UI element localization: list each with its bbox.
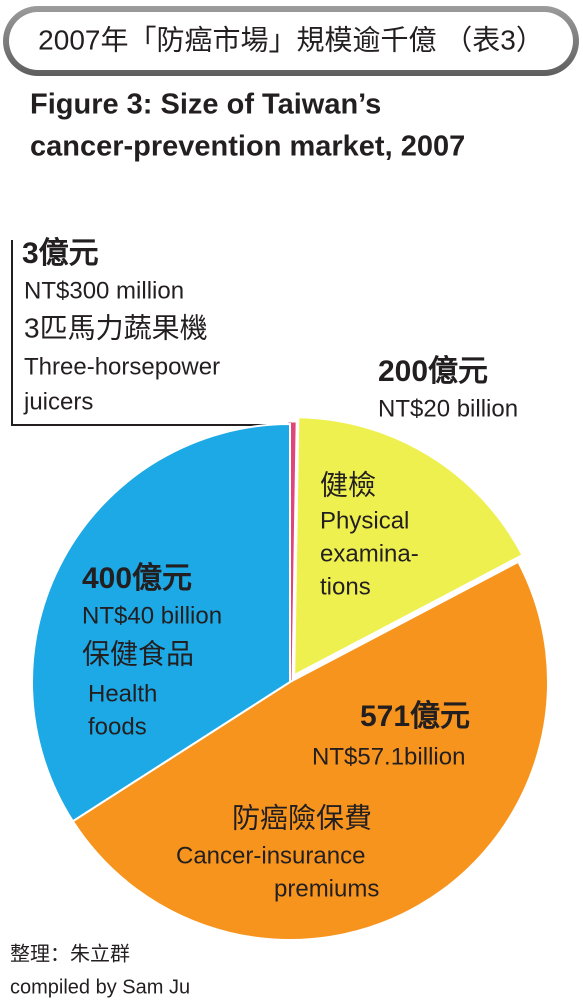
value-label: 3億元 bbox=[22, 237, 99, 270]
category-label: 健檢 bbox=[320, 469, 376, 500]
value-label: 400億元 bbox=[82, 562, 192, 595]
category-label-en: foods bbox=[88, 713, 147, 740]
labels: 3億元 NT$300 million 3匹馬力蔬果機 Three-horsepower… bbox=[22, 237, 518, 902]
category-label-en: Cancer-insurance bbox=[176, 842, 365, 869]
category-label: 3匹馬力蔬果機 bbox=[24, 312, 208, 343]
category-label-en: Health bbox=[88, 680, 157, 707]
category-label-en: examina- bbox=[320, 540, 419, 567]
value-label-en: NT$300 million bbox=[24, 277, 184, 304]
chart-title: Figure 3: Size of Taiwan’s bbox=[30, 89, 381, 121]
credit: compiled by Sam Ju bbox=[10, 976, 190, 998]
header: 2007年「防癌市場」規模逾千億 （表3） bbox=[38, 24, 544, 55]
value-label: 200億元 bbox=[378, 355, 488, 388]
category-label-en: Three-horsepower bbox=[24, 353, 220, 380]
value-label-en: NT$40 billion bbox=[82, 602, 222, 629]
value-label: 571億元 bbox=[360, 700, 470, 733]
header-inner bbox=[9, 12, 573, 70]
category-label-en: Physical bbox=[320, 507, 409, 534]
category-label: 保健食品 bbox=[82, 638, 194, 669]
pie-slice bbox=[31, 422, 291, 823]
chart-title: cancer-prevention market, 2007 bbox=[30, 131, 465, 163]
pie-slice bbox=[293, 416, 524, 677]
category-label-en: premiums bbox=[274, 875, 379, 902]
value-label-en: NT$20 billion bbox=[378, 395, 518, 422]
callout-bracket bbox=[11, 240, 290, 426]
category-label-en: juicers bbox=[23, 388, 93, 415]
value-label-en: NT$57.1billion bbox=[312, 743, 465, 770]
credit: 整理：朱立群 bbox=[10, 942, 130, 965]
pie bbox=[31, 416, 549, 941]
pie-slice bbox=[71, 560, 549, 941]
category-label: 防癌險保費 bbox=[232, 802, 372, 833]
category-label-en: tions bbox=[320, 573, 371, 600]
